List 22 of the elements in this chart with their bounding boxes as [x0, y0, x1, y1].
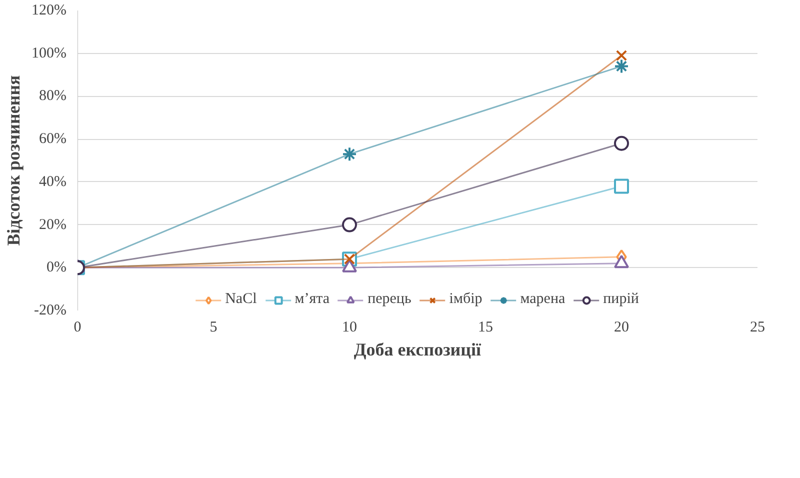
legend-label: марена	[520, 291, 566, 308]
legend-label: NaCl	[225, 291, 257, 308]
x-tick-label: 0	[74, 320, 82, 336]
x-tick-label: 15	[478, 320, 493, 336]
legend-label: імбір	[449, 291, 482, 308]
legend-label: перець	[368, 291, 412, 308]
y-tick-label: 100%	[32, 45, 67, 62]
y-tick-label: 80%	[39, 88, 67, 104]
y-tick-label: 120%	[32, 2, 67, 18]
x-tick-label: 20	[614, 320, 629, 336]
y-tick-label: -20%	[34, 302, 67, 318]
y-tick-label: 40%	[39, 174, 67, 190]
y-tick-label: 0%	[46, 260, 67, 276]
x-tick-label: 25	[750, 320, 765, 336]
x-axis-title: Доба експозиції	[354, 340, 482, 360]
x-tick-label: 10	[342, 320, 357, 336]
y-tick-label: 20%	[39, 216, 67, 233]
y-tick-label: 60%	[39, 131, 67, 148]
x-tick-label: 5	[210, 320, 218, 336]
legend-label: пирій	[603, 291, 639, 308]
y-axis-title: Відсоток розчинення	[4, 74, 24, 246]
legend-label: м’ята	[294, 291, 330, 308]
